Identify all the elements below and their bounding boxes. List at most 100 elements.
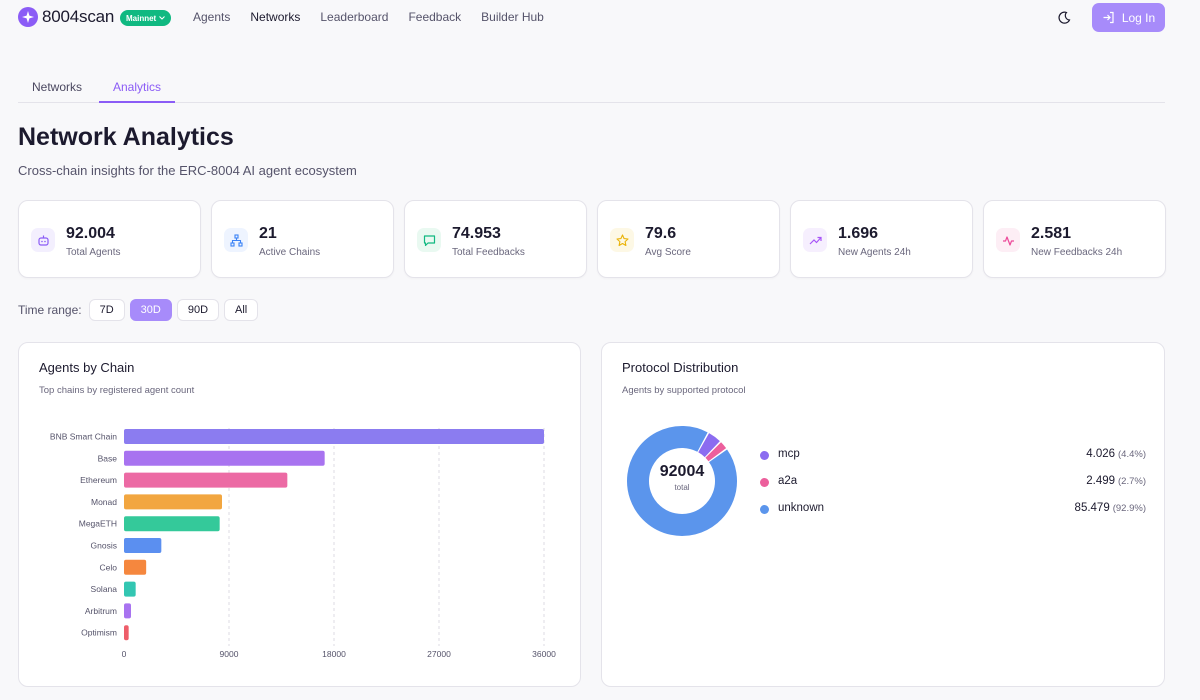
legend-value: 4.026 (4.4%) <box>1086 448 1146 460</box>
legend-swatch <box>760 451 769 460</box>
stat-label: Active Chains <box>259 247 321 258</box>
logo[interactable]: 8004scan <box>18 7 114 27</box>
bar[interactable] <box>124 603 131 619</box>
protocol-distribution-panel: Protocol Distribution Agents by supporte… <box>601 342 1165 687</box>
legend-count: 85.479 <box>1074 502 1110 514</box>
y-tick-label: Optimism <box>81 628 117 638</box>
legend-percent: (2.7%) <box>1118 476 1146 487</box>
login-button[interactable]: Log In <box>1092 3 1165 32</box>
protocol-legend: mcp 4.026 (4.4%) a2a 2.499 (2.7%) unknown … <box>760 447 1146 528</box>
page-subtitle: Cross-chain insights for the ERC-8004 AI… <box>18 163 357 178</box>
range-button-7d[interactable]: 7D <box>88 299 125 321</box>
y-tick-label: Ethereum <box>80 475 117 485</box>
donut-total-label: total <box>674 483 690 492</box>
legend-row-unknown: unknown 85.479 (92.9%) <box>760 501 1146 528</box>
bar[interactable] <box>124 494 222 510</box>
y-tick-label: Arbitrum <box>85 606 117 616</box>
stat-card-total-agents: 92.004 Total Agents <box>18 200 201 278</box>
x-tick-label: 0 <box>122 649 127 659</box>
bar[interactable] <box>124 472 288 488</box>
time-range-selector: Time range: 7D 30D 90D All <box>18 299 259 321</box>
y-tick-label: Gnosis <box>91 541 117 551</box>
stat-card-new-agents: 1.696 New Agents 24h <box>790 200 973 278</box>
legend-label: mcp <box>778 448 800 460</box>
page-tabs: Networks Analytics <box>18 74 1165 103</box>
trending-up-icon <box>803 228 827 252</box>
bar[interactable] <box>124 581 136 597</box>
nav-link-networks[interactable]: Networks <box>250 10 301 24</box>
logo-icon <box>18 7 38 27</box>
range-button-all[interactable]: All <box>224 299 259 321</box>
robot-icon <box>31 228 55 252</box>
stat-value: 2.581 <box>1031 225 1072 242</box>
legend-row-a2a: a2a 2.499 (2.7%) <box>760 474 1146 501</box>
bar[interactable] <box>124 516 220 532</box>
stat-label: New Feedbacks 24h <box>1031 247 1123 258</box>
bar[interactable] <box>124 559 147 575</box>
panel-title: Protocol Distribution <box>622 360 739 375</box>
stat-card-total-feedbacks: 74.953 Total Feedbacks <box>404 200 587 278</box>
chevron-down-icon <box>159 16 166 20</box>
tab-analytics[interactable]: Analytics <box>99 74 176 103</box>
range-button-90d[interactable]: 90D <box>176 299 220 321</box>
login-icon <box>1103 11 1114 24</box>
nav-link-agents[interactable]: Agents <box>193 10 231 24</box>
tab-networks[interactable]: Networks <box>32 80 83 94</box>
stat-value: 79.6 <box>645 225 677 242</box>
stat-cards: 92.004 Total Agents 21 Active Chains 74.… <box>18 200 1166 278</box>
x-tick-label: 27000 <box>427 649 451 659</box>
legend-value: 85.479 (92.9%) <box>1075 502 1146 514</box>
chat-icon <box>417 228 441 252</box>
range-button-30d[interactable]: 30D <box>129 299 172 321</box>
donut-slice-mcp[interactable] <box>697 433 720 458</box>
stat-label: Total Feedbacks <box>452 247 525 258</box>
stat-label: Total Agents <box>66 247 121 258</box>
panel-subtitle: Agents by supported protocol <box>622 385 746 396</box>
agents-by-chain-panel: Agents by Chain Top chains by registered… <box>18 342 581 687</box>
login-label: Log In <box>1121 10 1156 25</box>
legend-percent: (92.9%) <box>1112 503 1146 514</box>
y-tick-label: MegaETH <box>79 519 117 529</box>
panel-subtitle: Top chains by registered agent count <box>39 385 195 396</box>
legend-swatch <box>760 505 769 514</box>
legend-percent: (4.4%) <box>1118 449 1146 460</box>
nav-links: Agents Networks Leaderboard Feedback Bui… <box>193 10 544 24</box>
agents-by-chain-chart: 0 9000 18000 27000 36000 BNB Smart Chain Base E… <box>50 428 556 659</box>
x-tick-label: 18000 <box>322 649 346 659</box>
legend-swatch <box>760 478 769 487</box>
nav-link-leaderboard[interactable]: Leaderboard <box>320 10 389 24</box>
x-tick-label: 36000 <box>532 649 556 659</box>
activity-icon <box>996 228 1020 252</box>
stat-value: 74.953 <box>452 225 501 242</box>
stat-card-active-chains: 21 Active Chains <box>211 200 394 278</box>
stat-value: 1.696 <box>838 225 879 242</box>
protocol-donut-chart: 92004 total <box>626 425 738 537</box>
panel-title: Agents by Chain <box>39 360 135 375</box>
time-range-label: Time range: <box>18 303 82 317</box>
nav-link-builder-hub[interactable]: Builder Hub <box>481 10 544 24</box>
legend-label: unknown <box>778 502 825 514</box>
brand-name: 8004scan <box>42 7 115 26</box>
nav-link-feedback[interactable]: Feedback <box>408 10 462 24</box>
stat-card-new-feedbacks: 2.581 New Feedbacks 24h <box>983 200 1166 278</box>
bar[interactable] <box>124 538 162 553</box>
theme-toggle-button[interactable] <box>1055 9 1073 27</box>
stat-card-avg-score: 79.6 Avg Score <box>597 200 780 278</box>
y-tick-label: Solana <box>91 584 118 594</box>
network-badge[interactable]: Mainnet <box>120 10 172 26</box>
moon-icon <box>1058 11 1071 24</box>
legend-row-mcp: mcp 4.026 (4.4%) <box>760 447 1146 474</box>
donut-slice-unknown[interactable] <box>627 426 737 536</box>
y-tick-label: Base <box>98 453 118 463</box>
bar[interactable] <box>124 429 544 444</box>
top-navigation: 8004scan Mainnet Agents Networks Leaderb… <box>0 0 1200 36</box>
donut-slice-a2a[interactable] <box>705 442 727 462</box>
y-tick-label: Celo <box>100 562 118 572</box>
bar[interactable] <box>124 450 325 466</box>
page-title: Network Analytics <box>18 123 234 151</box>
legend-value: 2.499 (2.7%) <box>1086 475 1146 487</box>
bar[interactable] <box>124 625 129 641</box>
donut-total-value: 92004 <box>659 463 705 480</box>
donut-center: 92004 total <box>626 463 738 492</box>
network-icon <box>224 228 248 252</box>
